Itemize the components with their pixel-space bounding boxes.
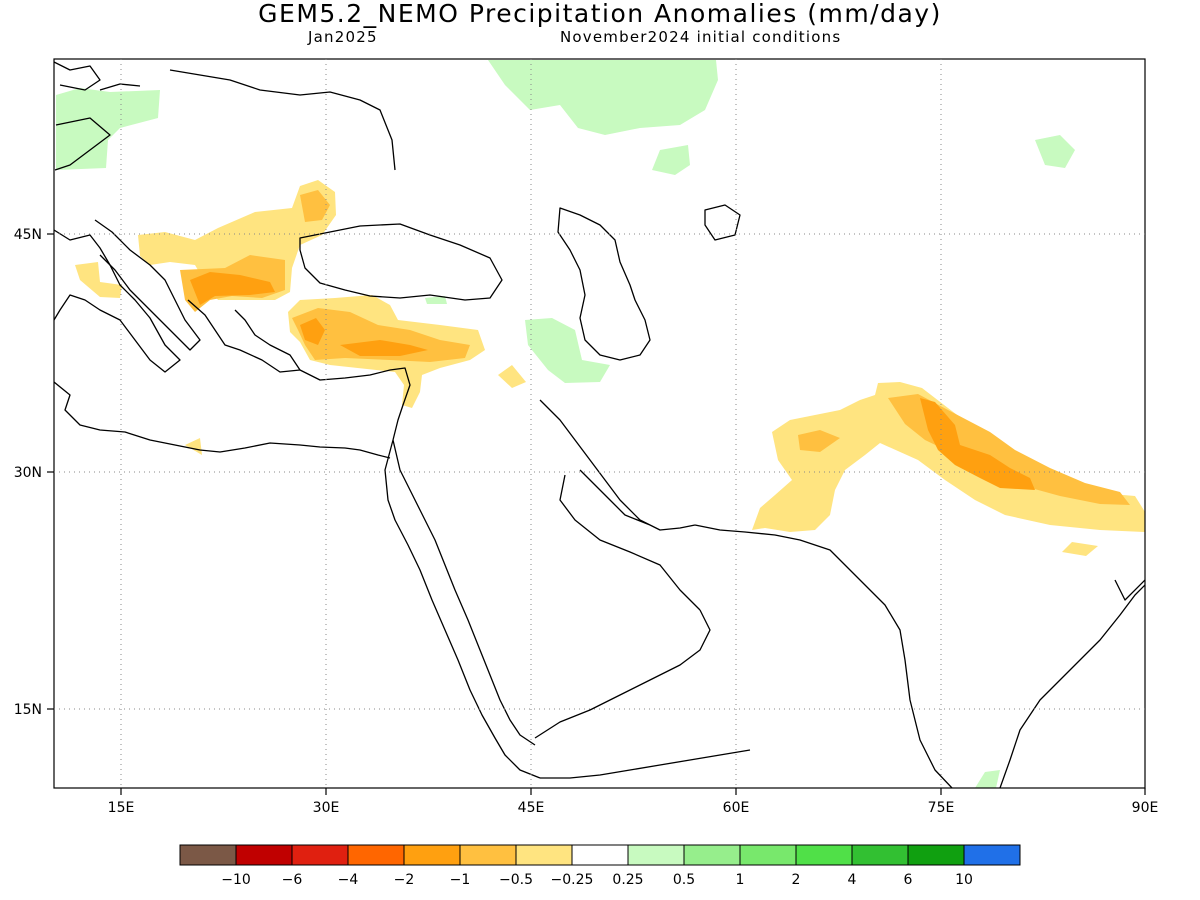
colorbar-swatch [179,844,237,866]
anomaly-negative-balkans [138,180,336,300]
colorbar-label: 0.25 [612,872,643,888]
colorbar-swatch [515,844,573,866]
colorbar-swatch [907,844,965,866]
colorbar-swatch [347,844,405,866]
colorbar-label: −4 [338,872,359,888]
coast-greece [187,299,301,373]
lat-axis-labels: 45N 30N 15N [14,227,42,718]
coast-iberia-med [54,229,391,459]
initial-conditions-label: November2024 initial conditions [560,28,842,46]
colorbar-label: −1 [450,872,471,888]
colorbar-swatch [739,844,797,866]
anomaly-positive-central-asia [1035,135,1075,168]
colorbar-swatch [235,844,293,866]
coast-levant-red-sea [384,439,541,779]
anomaly-negative-danube [300,190,330,222]
lon-label-90e: 90E [1132,800,1159,816]
coast-persian-gulf [539,399,701,611]
coast-north-europe [54,61,396,171]
anomaly-positive-northern-europe [56,88,160,170]
colorbar-label: 6 [904,872,913,888]
colorbar-swatch [459,844,517,866]
anomaly-positive-turkey-east [425,296,447,304]
colorbar-label: 10 [955,872,973,888]
anomaly-negative-turkey-strong [300,318,428,356]
map-frame [53,58,1146,789]
forecast-month: Jan2025 [308,28,378,46]
colorbar-label: −0.25 [551,872,594,888]
colorbar-label: −2 [394,872,415,888]
lat-label-45n: 45N [14,227,42,243]
coast-black-sea [299,223,503,301]
colorbar-swatch [683,844,741,866]
colorbar-swatch [291,844,349,866]
lon-label-45e: 45E [518,800,545,816]
anomaly-negative-bangladesh-patch [1062,542,1098,556]
coast-italy [94,219,201,351]
lat-label-30n: 30N [14,465,42,481]
lon-label-60e: 60E [723,800,750,816]
colorbar: −10 −6 −4 −2 −1 −0.5 −0.25 0.25 0.5 1 2 4 6 10 [179,844,1021,888]
colorbar-label: 1 [736,872,745,888]
coast-turkey-south [299,367,411,441]
coast-africa-horn [540,749,751,779]
lon-label-15e: 15E [108,800,135,816]
colorbar-swatch [571,844,629,866]
anomaly-positive-caspian-north [488,60,718,135]
anomaly-positive-india-south [975,770,1000,788]
anomaly-positive-iran-northwest [525,318,610,383]
coast-india-east [999,579,1145,788]
tick-marks [47,233,1146,795]
lon-axis-labels: 15E 30E 45E 60E 75E 90E [108,800,1159,816]
coast-caspian [557,207,651,361]
map-title: GEM5.2_NEMO Precipitation Anomalies (mm/… [258,0,942,28]
anomaly-negative-iraq-patch [498,365,526,388]
lat-label-15n: 15N [14,702,42,718]
colorbar-label: 2 [792,872,801,888]
colorbar-swatch [963,844,1021,866]
anomaly-negative-himalaya-strong [920,398,1035,490]
lon-label-30e: 30E [313,800,340,816]
colorbar-label: 4 [848,872,857,888]
colorbar-swatch [795,844,853,866]
anomaly-negative-libya-patch [185,438,202,455]
anomaly-negative-italy-west [75,262,122,298]
coast-aral [704,204,741,241]
colorbar-label: −6 [282,872,303,888]
anomaly-negative-turkey-core [292,308,470,362]
anomaly-shading [56,60,1145,788]
coastlines-and-borders [54,61,1145,788]
coast-arabian-sea [534,524,953,788]
colorbar-label: 0.5 [673,872,695,888]
lon-label-75e: 75E [928,800,955,816]
colorbar-label: −0.5 [499,872,533,888]
colorbar-label: −10 [221,872,251,888]
anomaly-positive-kazakh-patch [652,145,690,175]
colorbar-swatch [403,844,461,866]
gridlines [54,59,1145,788]
anomaly-negative-balkans-strong [190,272,275,305]
colorbar-swatch [851,844,909,866]
colorbar-swatch [627,844,685,866]
